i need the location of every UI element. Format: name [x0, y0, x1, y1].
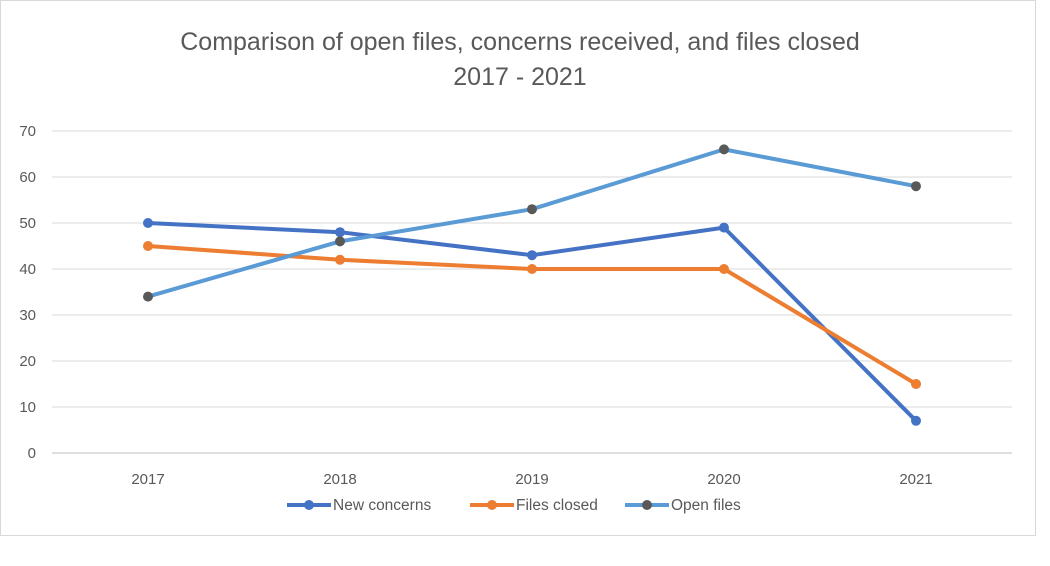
data-point: [335, 236, 345, 247]
series-files-closed: [143, 241, 921, 389]
legend-swatch-marker: [487, 500, 497, 510]
data-point: [911, 415, 921, 426]
x-tick-label: 2020: [707, 471, 740, 488]
data-point: [527, 264, 537, 274]
series-open-files: [143, 144, 921, 302]
x-tick-label: 2021: [899, 471, 932, 488]
data-point: [527, 250, 537, 261]
x-tick-label: 2019: [515, 471, 548, 488]
y-tick-label: 60: [19, 169, 36, 186]
chart-title-line-1: Comparison of open files, concerns recei…: [180, 28, 860, 56]
y-tick-label: 0: [28, 445, 36, 462]
data-point: [143, 218, 153, 228]
data-point: [143, 291, 153, 302]
data-point: [719, 144, 729, 155]
data-point: [527, 204, 537, 215]
y-tick-label: 40: [19, 261, 36, 278]
legend-label: New concerns: [333, 497, 431, 514]
legend-item: New concerns: [287, 497, 431, 514]
legend-swatch-marker: [642, 500, 652, 510]
x-tick-label: 2018: [323, 471, 356, 488]
data-point: [143, 241, 153, 251]
y-axis: 0 10 20 30 40 50 60 70: [19, 123, 36, 462]
legend: New concerns Files closed Open files: [287, 497, 741, 514]
chart-title-line-2: 2017 - 2021: [453, 63, 586, 91]
legend-swatch-marker: [304, 500, 314, 510]
y-tick-label: 20: [19, 353, 36, 370]
data-point: [335, 227, 345, 238]
y-tick-label: 10: [19, 399, 36, 416]
x-axis: 2017 2018 2019 2020 2021: [131, 471, 932, 488]
data-point: [335, 254, 345, 265]
y-tick-label: 70: [19, 123, 36, 140]
gridlines: [52, 130, 1012, 454]
x-tick-label: 2017: [131, 471, 164, 488]
y-tick-label: 30: [19, 307, 36, 324]
data-point: [719, 264, 729, 274]
legend-label: Files closed: [516, 497, 598, 514]
data-point: [911, 379, 921, 389]
legend-item: Open files: [625, 497, 741, 514]
data-point: [911, 181, 921, 192]
legend-label: Open files: [671, 497, 741, 514]
series-new-concerns: [143, 218, 921, 426]
y-tick-label: 50: [19, 215, 36, 232]
series-group: [143, 144, 921, 426]
data-point: [719, 222, 729, 233]
legend-item: Files closed: [470, 497, 598, 514]
